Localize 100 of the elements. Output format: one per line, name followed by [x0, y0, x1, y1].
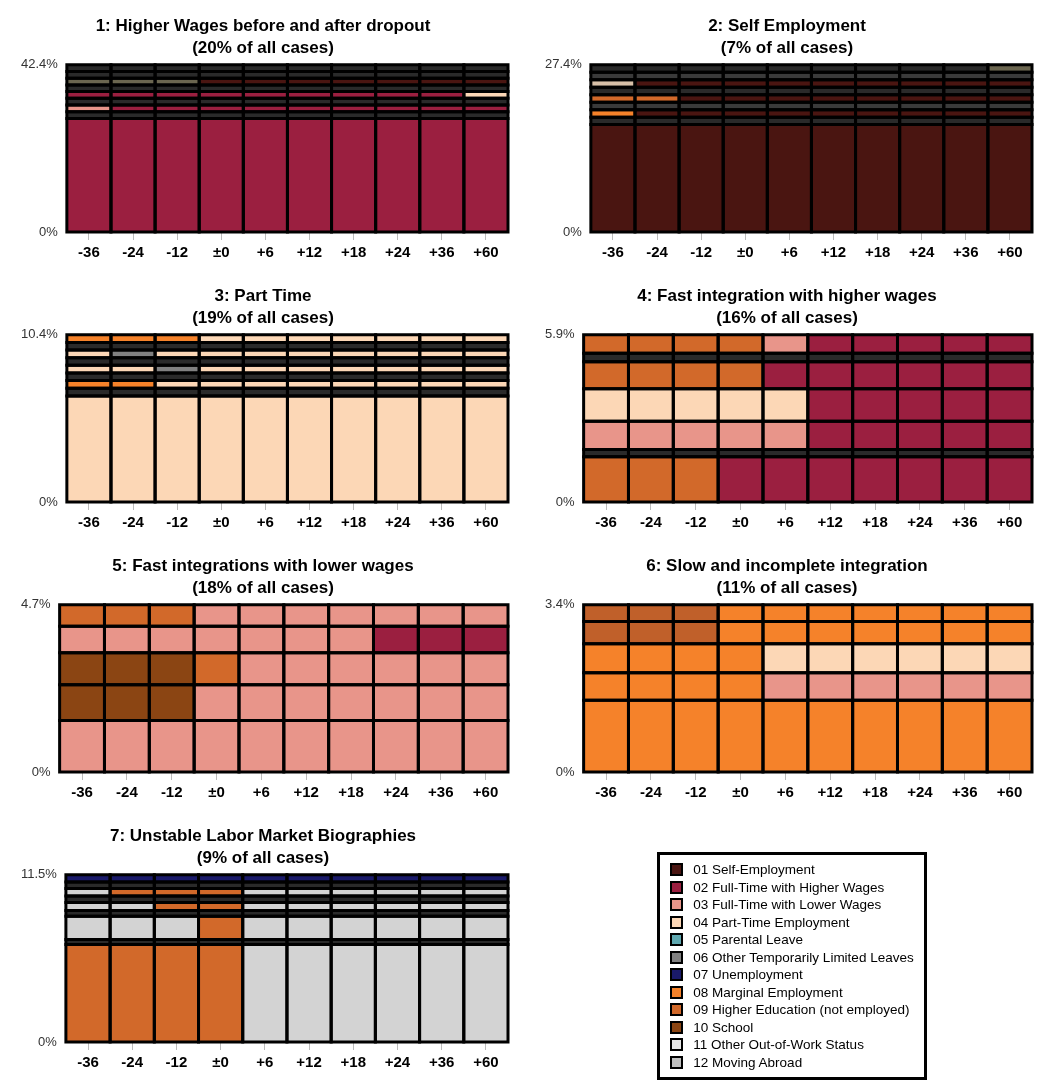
x-tick-label: +12 — [817, 513, 843, 531]
x-tick-label: +12 — [817, 783, 843, 801]
x-tick-label: +36 — [428, 783, 454, 801]
x-tick-label: +12 — [296, 513, 323, 531]
x-tick-label: +60 — [996, 783, 1023, 801]
x-tick-label: +60 — [473, 243, 499, 261]
chart-subtitle: (18% of all cases) — [192, 578, 334, 598]
chart-title: 7: Unstable Labor Market Biographies — [109, 825, 417, 845]
x-tick-label: ±0 — [212, 513, 230, 531]
category-label: 11 Other Out-of-Work Status — [693, 1036, 864, 1054]
x-tick-label: +36 — [953, 243, 979, 261]
x-tick-label: -36 — [595, 513, 617, 531]
x-tick-label: ±0 — [212, 1053, 229, 1071]
x-tick-label: +6 — [256, 243, 274, 261]
x-tick-label: +24 — [383, 783, 410, 801]
x-tick-label: +60 — [473, 1053, 499, 1071]
x-tick-label: -12 — [684, 783, 707, 801]
x-tick-label: +12 — [296, 243, 323, 261]
y-tick-label: 10.4% — [20, 326, 59, 342]
y-tick-label: 0% — [555, 493, 576, 509]
x-tick-label: +6 — [252, 783, 270, 801]
y-tick-label: 0% — [38, 1033, 58, 1049]
x-tick-label: -36 — [77, 1053, 99, 1071]
chart-title: 4: Fast integration with higher wages — [637, 285, 937, 305]
chart-title: 3: Part Time — [214, 285, 312, 305]
y-tick-label: 0% — [563, 223, 583, 239]
x-tick-label: +6 — [256, 513, 274, 531]
x-tick-label: -12 — [690, 243, 712, 261]
x-tick-label: -12 — [165, 1053, 188, 1071]
x-tick-label: +24 — [384, 1053, 411, 1071]
chart-title: 5: Fast integrations with lower wages — [112, 555, 414, 575]
x-tick-label: -24 — [122, 513, 145, 531]
category-label: 09 Higher Education (not employed) — [693, 1001, 910, 1019]
category-label: 02 Full-Time with Higher Wages — [693, 878, 885, 896]
x-tick-label: +6 — [256, 1053, 274, 1071]
x-tick-label: +18 — [340, 513, 367, 531]
chart-title: 1: Higher Wages before and after dropout — [95, 15, 431, 35]
x-tick-label: -36 — [71, 783, 93, 801]
x-tick-label: +6 — [776, 513, 794, 531]
y-tick-label: 42.4% — [20, 56, 59, 72]
x-tick-label: ±0 — [732, 513, 749, 531]
x-tick-label: -24 — [122, 243, 145, 261]
x-tick-label: ±0 — [208, 783, 225, 801]
y-tick-label: 5.9% — [544, 326, 576, 342]
x-tick-label: +60 — [997, 243, 1023, 261]
y-tick-label: 0% — [555, 763, 576, 779]
chart-subtitle: (7% of all cases) — [720, 38, 854, 58]
category-label: 08 Marginal Employment — [693, 983, 843, 1001]
x-tick-label: +60 — [996, 513, 1023, 531]
category-label: 12 Moving Abroad — [693, 1053, 803, 1071]
category-label: 10 School — [693, 1018, 754, 1036]
chart-subtitle: (19% of all cases) — [192, 308, 334, 328]
x-tick-label: ±0 — [212, 243, 230, 261]
chart-subtitle: (9% of all cases) — [196, 848, 330, 868]
x-tick-label: -24 — [116, 783, 139, 801]
x-tick-label: ±0 — [736, 243, 754, 261]
x-tick-label: +12 — [820, 243, 847, 261]
x-tick-label: -24 — [640, 783, 663, 801]
x-tick-label: +18 — [340, 1053, 366, 1071]
x-tick-label: +18 — [862, 513, 888, 531]
x-tick-label: -12 — [160, 783, 183, 801]
chart-subtitle: (20% of all cases) — [192, 38, 334, 58]
x-tick-label: +6 — [780, 243, 798, 261]
x-tick-label: +18 — [340, 243, 367, 261]
category-label: 04 Part-Time Employment — [693, 913, 850, 931]
category-label: 05 Parental Leave — [693, 931, 803, 949]
x-tick-label: +36 — [429, 513, 455, 531]
x-tick-label: -12 — [166, 513, 188, 531]
x-tick-label: -36 — [78, 513, 100, 531]
x-tick-label: +24 — [908, 243, 936, 261]
category-label: 06 Other Temporarily Limited Leaves — [693, 948, 914, 966]
x-tick-label: +24 — [384, 513, 412, 531]
y-tick-label: 0% — [39, 493, 59, 509]
x-tick-label: +18 — [864, 243, 891, 261]
category-label: 03 Full-Time with Lower Wages — [693, 896, 882, 914]
x-tick-label: -24 — [646, 243, 669, 261]
y-tick-label: 0% — [31, 763, 52, 779]
x-tick-label: -36 — [602, 243, 624, 261]
chart-title: 6: Slow and incomplete integration — [646, 555, 928, 575]
chart-subtitle: (11% of all cases) — [716, 578, 858, 598]
chart-title: 2: Self Employment — [708, 15, 867, 35]
x-tick-label: +36 — [428, 1053, 455, 1071]
x-tick-label: +24 — [907, 513, 934, 531]
x-tick-label: -24 — [640, 513, 663, 531]
x-tick-label: -24 — [121, 1053, 144, 1071]
x-tick-label: -36 — [595, 783, 617, 801]
x-tick-label: +18 — [862, 783, 888, 801]
y-tick-label: 3.4% — [544, 596, 576, 612]
category-label: 07 Unemployment — [693, 966, 803, 984]
x-tick-label: +60 — [472, 783, 499, 801]
y-tick-label: 4.7% — [20, 596, 52, 612]
x-tick-label: ±0 — [732, 783, 749, 801]
category-label: 01 Self-Employment — [693, 861, 815, 879]
x-tick-label: +6 — [776, 783, 794, 801]
x-tick-label: +60 — [473, 513, 499, 531]
x-tick-label: -12 — [684, 513, 707, 531]
x-tick-label: -36 — [78, 243, 100, 261]
x-tick-label: +24 — [907, 783, 934, 801]
x-tick-label: +36 — [952, 783, 978, 801]
x-tick-label: +12 — [293, 783, 319, 801]
